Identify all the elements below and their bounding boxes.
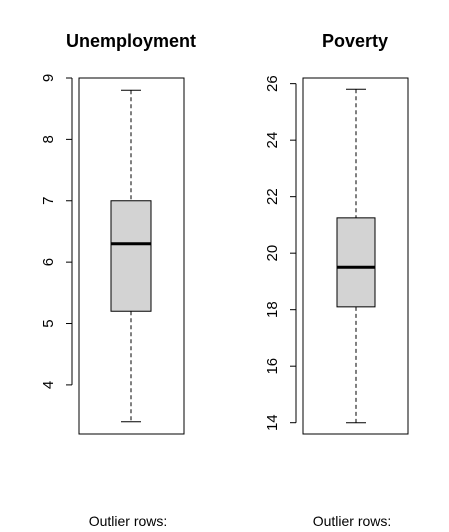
poverty-panel: Poverty 14 16 18 20 22 24 26 Outlier rows: [264,31,409,529]
y-axis-unemployment: 4 5 6 7 8 9 [40,74,73,389]
unemployment-panel: Unemployment 4 5 6 7 8 9 Outlier rows: [40,31,196,529]
y-tick-label: 20 [264,245,281,262]
y-tick-label: 18 [264,301,281,318]
y-tick-label: 26 [264,75,281,92]
plot-frame-poverty [302,77,409,435]
plot-frame-unemployment [78,77,185,435]
iqr-box [110,200,152,312]
y-tick-label: 22 [264,188,281,205]
y-tick-label: 14 [264,414,281,431]
box-poverty [336,88,376,424]
y-tick-label: 9 [40,74,57,82]
y-tick-label: 6 [40,258,57,266]
y-tick-label: 4 [40,381,57,389]
y-tick-label: 24 [264,132,281,149]
chart-title-poverty: Poverty [322,31,388,51]
outlier-rows-label-unemployment: Outlier rows: [89,513,168,529]
y-tick-label: 8 [40,135,57,143]
outlier-rows-label-poverty: Outlier rows: [313,513,392,529]
box-unemployment [110,89,152,423]
y-tick-label: 5 [40,319,57,327]
y-tick-label: 16 [264,358,281,375]
y-axis-poverty: 14 16 18 20 22 24 26 [264,75,297,431]
chart-title-unemployment: Unemployment [66,31,196,51]
y-tick-label: 7 [40,197,57,205]
iqr-box [336,217,376,308]
